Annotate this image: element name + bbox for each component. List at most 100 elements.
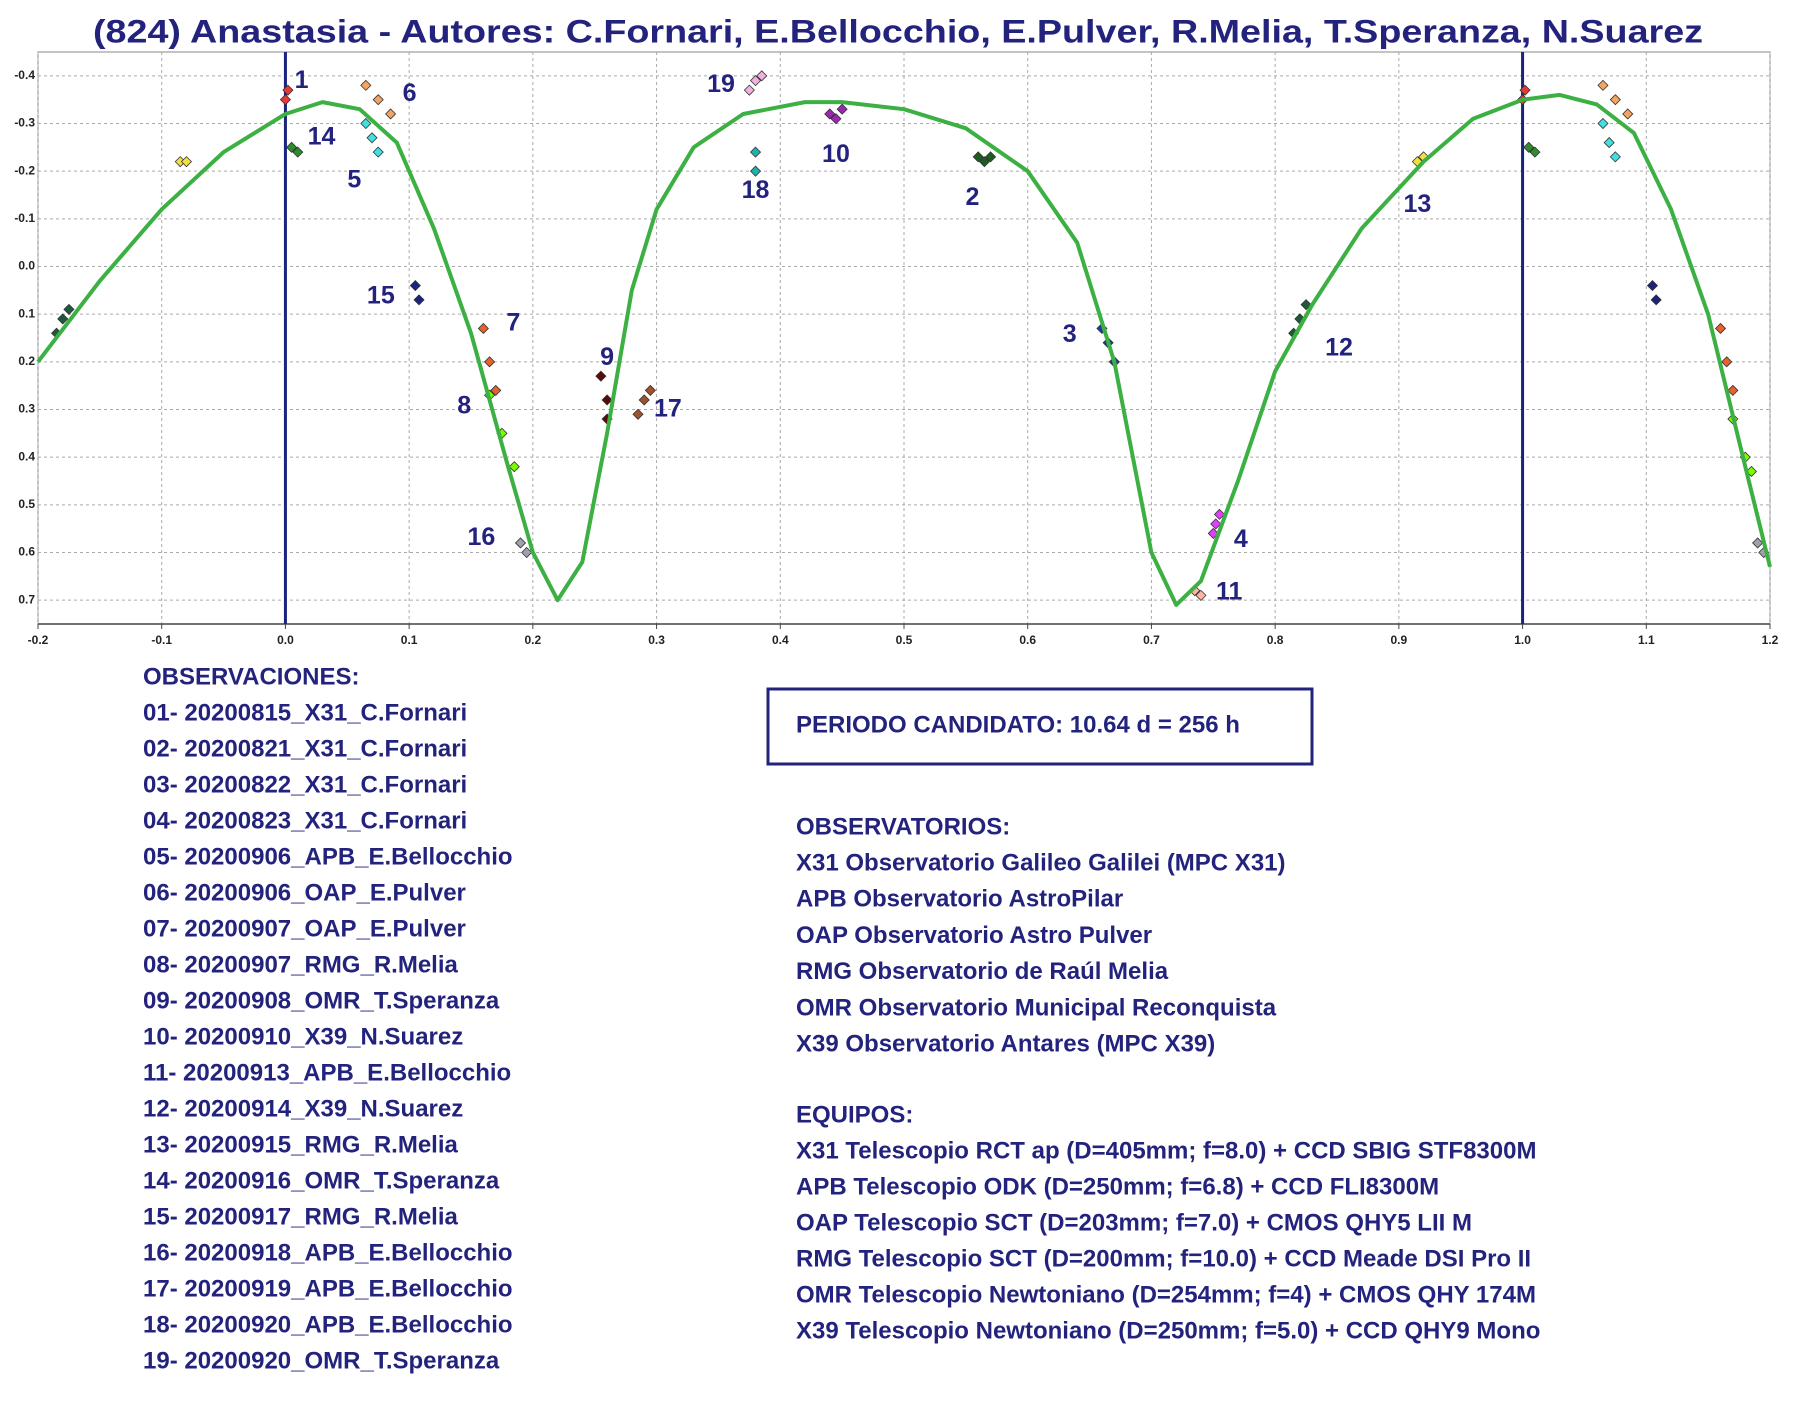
data-point bbox=[1752, 537, 1764, 549]
data-point bbox=[644, 384, 656, 396]
block-item: 12- 20200914_X39_N.Suarez bbox=[143, 1095, 463, 1122]
series-label: 13 bbox=[1404, 190, 1432, 218]
x-tick-label: 0.9 bbox=[1391, 633, 1408, 647]
block-item: 19- 20200920_OMR_T.Speranza bbox=[143, 1347, 500, 1374]
y-tick-label: 0.6 bbox=[18, 545, 35, 559]
data-point bbox=[279, 94, 291, 106]
data-point bbox=[483, 356, 496, 368]
data-point bbox=[749, 165, 762, 177]
data-point bbox=[595, 370, 607, 382]
series-label: 15 bbox=[367, 282, 395, 310]
block-item: 04- 20200823_X31_C.Fornari bbox=[143, 807, 467, 834]
y-tick-label: 0.0 bbox=[18, 259, 35, 273]
series-label: 9 bbox=[600, 343, 614, 371]
data-point bbox=[514, 537, 527, 549]
x-tick-label: 0.6 bbox=[1019, 633, 1036, 647]
series-label: 5 bbox=[347, 166, 361, 194]
data-point bbox=[985, 151, 997, 163]
series-label: 2 bbox=[966, 183, 980, 211]
block-item: OAP Telescopio SCT (D=203mm; f=7.0) + CM… bbox=[796, 1209, 1472, 1236]
series-label: 16 bbox=[467, 523, 495, 551]
series-label: 1 bbox=[295, 66, 309, 94]
period-box bbox=[766, 687, 1314, 766]
series-label: 7 bbox=[506, 308, 520, 336]
block-item: X39 Observatorio Antares (MPC X39) bbox=[796, 1031, 1215, 1058]
data-point bbox=[1609, 151, 1621, 163]
series-label: 6 bbox=[403, 79, 417, 107]
block-item: 06- 20200906_OAP_E.Pulver bbox=[143, 879, 466, 906]
x-tick-label: -0.2 bbox=[28, 633, 49, 647]
data-point bbox=[1529, 146, 1541, 158]
data-point bbox=[360, 79, 372, 91]
data-point bbox=[632, 408, 644, 420]
block-item: 09- 20200908_OMR_T.Speranza bbox=[143, 987, 500, 1014]
y-tick-label: -0.1 bbox=[14, 211, 35, 225]
data-point bbox=[366, 132, 378, 144]
block-item: 10- 20200910_X39_N.Suarez bbox=[143, 1023, 463, 1050]
data-point bbox=[972, 151, 984, 163]
data-point bbox=[1650, 294, 1662, 306]
block-item: 16- 20200918_APB_E.Bellocchio bbox=[143, 1239, 513, 1266]
x-tick-label: 0.7 bbox=[1143, 633, 1160, 647]
data-point bbox=[1714, 322, 1727, 335]
data-point bbox=[63, 303, 75, 315]
block-item: 15- 20200917_RMG_R.Melia bbox=[143, 1203, 459, 1230]
x-tick-label: 0.3 bbox=[648, 633, 665, 647]
data-point bbox=[1603, 137, 1615, 149]
data-point bbox=[836, 103, 848, 115]
block-item: 17- 20200919_APB_E.Bellocchio bbox=[143, 1275, 513, 1302]
block-item: X31 Observatorio Galileo Galilei (MPC X3… bbox=[796, 850, 1286, 877]
block-item: OMR Telescopio Newtoniano (D=254mm; f=4)… bbox=[796, 1281, 1536, 1308]
series-label: 8 bbox=[457, 391, 471, 419]
data-point bbox=[824, 108, 836, 120]
data-point bbox=[385, 108, 397, 120]
y-tick-label: 0.2 bbox=[18, 354, 35, 368]
block-item: X31 Telescopio RCT ap (D=405mm; f=8.0) +… bbox=[796, 1137, 1536, 1164]
data-point bbox=[1646, 280, 1659, 292]
data-point bbox=[743, 84, 755, 96]
data-point bbox=[477, 322, 489, 335]
data-point bbox=[1721, 356, 1733, 368]
y-tick-label: 0.7 bbox=[18, 592, 35, 606]
chart-title: (824) Anastasia - Autores: C.Fornari, E.… bbox=[93, 13, 1703, 49]
data-point bbox=[286, 141, 298, 153]
block-item: RMG Telescopio SCT (D=200mm; f=10.0) + C… bbox=[796, 1245, 1531, 1272]
x-tick-label: -0.1 bbox=[151, 633, 172, 647]
block-title: OBSERVACIONES: bbox=[143, 663, 359, 690]
block-item: 13- 20200915_RMG_R.Melia bbox=[143, 1131, 459, 1158]
data-point bbox=[638, 394, 650, 406]
period-text: PERIODO CANDIDATO: 10.64 d = 256 h bbox=[796, 711, 1240, 738]
data-point bbox=[1597, 117, 1609, 130]
x-tick-label: 0.0 bbox=[277, 633, 294, 647]
block-item: 05- 20200906_APB_E.Bellocchio bbox=[143, 843, 513, 870]
block-item: 07- 20200907_OAP_E.Pulver bbox=[143, 915, 466, 942]
x-tick-label: 1.1 bbox=[1638, 633, 1655, 647]
block-item: 01- 20200815_X31_C.Fornari bbox=[143, 699, 467, 726]
block-title: OBSERVATORIOS: bbox=[796, 813, 1010, 840]
data-point bbox=[1519, 84, 1531, 96]
x-tick-label: 0.5 bbox=[896, 633, 913, 647]
block-item: 11- 20200913_APB_E.Bellocchio bbox=[143, 1059, 511, 1086]
data-point bbox=[601, 394, 613, 406]
data-point bbox=[749, 75, 762, 87]
data-point bbox=[282, 84, 294, 96]
y-tick-label: 0.3 bbox=[18, 402, 35, 416]
block-item: 08- 20200907_RMG_R.Melia bbox=[143, 951, 459, 978]
block-item: OAP Observatorio Astro Pulver bbox=[796, 922, 1152, 949]
data-point bbox=[1195, 589, 1207, 601]
data-point bbox=[1523, 141, 1535, 153]
block-item: APB Telescopio ODK (D=250mm; f=6.8) + CC… bbox=[796, 1173, 1439, 1200]
data-point bbox=[490, 384, 502, 396]
series-label: 17 bbox=[654, 394, 682, 422]
data-point bbox=[830, 113, 842, 125]
x-tick-label: 1.2 bbox=[1762, 633, 1779, 647]
y-tick-label: 0.1 bbox=[18, 306, 35, 320]
block-item: OMR Observatorio Municipal Reconquista bbox=[796, 994, 1277, 1021]
x-tick-label: 0.4 bbox=[772, 633, 789, 647]
series-label: 10 bbox=[822, 140, 850, 168]
data-point bbox=[1609, 94, 1621, 106]
y-tick-label: 0.5 bbox=[18, 497, 35, 511]
data-point bbox=[57, 313, 69, 325]
data-point bbox=[413, 294, 425, 306]
